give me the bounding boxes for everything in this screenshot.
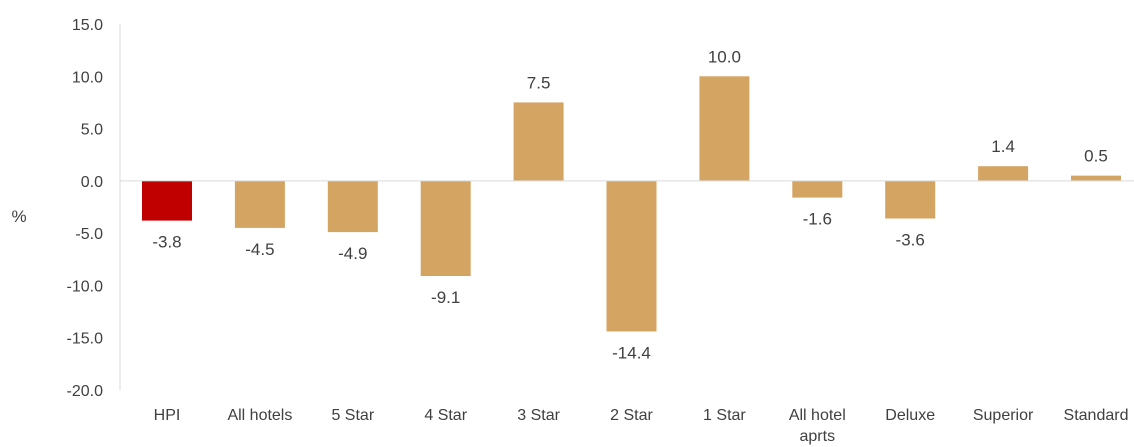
y-tick-label: -5.0 (75, 226, 103, 243)
category-label-line: aprts (800, 428, 836, 445)
data-label: -4.5 (245, 240, 274, 259)
category-label: Standard (1064, 407, 1129, 424)
data-label: -4.9 (338, 244, 367, 263)
category-label: 4 Star (424, 407, 467, 424)
bar-series (142, 76, 1121, 332)
category-label: 2 Star (610, 407, 653, 424)
category-label: All hotels (227, 407, 292, 424)
category-label: 3 Star (517, 407, 560, 424)
category-label-line: All hotels (227, 407, 292, 424)
data-label: 7.5 (527, 73, 551, 92)
category-label: 1 Star (703, 407, 746, 424)
y-tick-label: -20.0 (67, 383, 104, 400)
bar (420, 180, 471, 277)
data-label: -14.4 (612, 343, 651, 362)
data-label: 10.0 (708, 47, 741, 66)
y-tick-label: -10.0 (67, 278, 104, 295)
bar (885, 180, 936, 219)
bar (142, 180, 192, 221)
data-labels: -3.8 -4.5 -4.9 -9.1 7.5 -14.4 10.0 -1.6 -3.6 1.4 0… (152, 47, 1107, 362)
data-label: 1.4 (991, 137, 1015, 156)
category-label-line: All hotel (789, 407, 846, 424)
bar (699, 76, 750, 181)
category-label: All hotel aprts (789, 407, 846, 445)
y-tick-label: 5.0 (81, 122, 103, 139)
category-label: HPI (154, 407, 181, 424)
y-tick-label: 15.0 (72, 17, 103, 34)
y-tick-label: -15.0 (67, 331, 104, 348)
category-label: 5 Star (331, 407, 374, 424)
bar (327, 180, 378, 233)
category-label-line: 1 Star (703, 407, 746, 424)
category-label-line: Standard (1064, 407, 1129, 424)
category-label-line: Superior (973, 407, 1034, 424)
y-tick-label: 0.0 (81, 174, 103, 191)
category-labels: HPI All hotels 5 Star 4 Star 3 Star 2 Star 1 S… (154, 407, 1129, 445)
category-label-line: 4 Star (424, 407, 467, 424)
category-label: Deluxe (885, 407, 935, 424)
data-label: -3.6 (896, 231, 925, 250)
data-label: -9.1 (431, 288, 460, 307)
bar (513, 102, 564, 181)
data-label: -3.8 (152, 233, 181, 252)
data-label: -1.6 (803, 210, 832, 229)
y-tick-label: 10.0 (72, 69, 103, 86)
data-label: 0.5 (1084, 147, 1108, 166)
category-label-line: 5 Star (331, 407, 374, 424)
bar (1071, 175, 1121, 181)
category-label-line: Deluxe (885, 407, 935, 424)
bar (792, 180, 843, 198)
bar (234, 180, 285, 228)
category-label: Superior (973, 407, 1034, 424)
category-label-line: HPI (154, 407, 181, 424)
category-label-line: 2 Star (610, 407, 653, 424)
y-axis-ticks: 15.0 10.0 5.0 0.0 -5.0 -10.0 -15.0 -20.0 (67, 17, 104, 400)
bar (606, 180, 657, 332)
category-label-line: 3 Star (517, 407, 560, 424)
y-axis-label: % (11, 207, 26, 226)
bar (978, 166, 1029, 181)
